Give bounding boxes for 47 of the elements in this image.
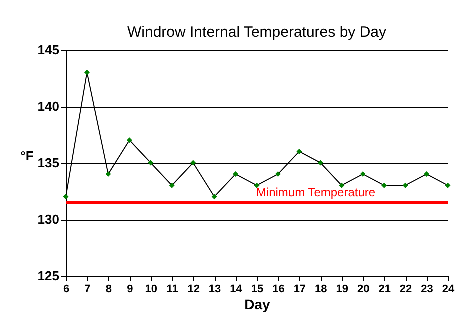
x-tick-label: 7 [84, 284, 91, 296]
x-tick-label: 21 [378, 284, 391, 296]
y-axis-title: °F [20, 148, 34, 164]
x-tick-label: 10 [145, 284, 158, 296]
x-tick-label: 23 [421, 284, 434, 296]
y-tick-label: 130 [38, 212, 60, 227]
point [275, 172, 281, 178]
x-tick-label: 22 [400, 284, 412, 296]
point [254, 182, 260, 188]
chart-title: Windrow Internal Temperatures by Day [128, 24, 387, 41]
x-tick-label: 17 [294, 284, 306, 296]
x-tick-label: 8 [106, 284, 112, 296]
point [445, 182, 451, 188]
x-tick-label: 6 [63, 284, 70, 296]
point [148, 160, 154, 166]
x-tick-label: 14 [230, 284, 244, 296]
x-tick-label: 19 [336, 284, 349, 296]
x-tick-label: 11 [166, 284, 178, 296]
y-tick-label: 125 [38, 268, 60, 284]
y-tick-label: 135 [38, 156, 60, 170]
point [190, 160, 196, 166]
point [63, 194, 69, 200]
point [84, 70, 90, 76]
point [212, 194, 218, 200]
point [106, 172, 112, 178]
x-tick-label: 12 [188, 284, 200, 296]
y-tick-label: 145 [38, 42, 60, 58]
point [360, 172, 366, 178]
point [318, 160, 324, 166]
ref-line-label: Minimum Temperature [256, 186, 376, 200]
point [169, 182, 175, 188]
point [339, 182, 345, 188]
x-tick-label: 24 [442, 284, 456, 296]
x-tick-label: 13 [208, 284, 222, 296]
point [424, 172, 430, 178]
y-tick-label: 140 [38, 99, 60, 114]
point [402, 182, 408, 188]
x-tick-label: 16 [272, 284, 285, 296]
point [233, 172, 239, 178]
point [382, 182, 388, 188]
x-tick-label: 18 [315, 284, 328, 296]
x-tick-label: 9 [127, 284, 134, 296]
point [126, 138, 132, 144]
point [296, 148, 302, 154]
x-tick-label: 15 [251, 284, 264, 296]
x-axis-title: Day [244, 296, 271, 312]
x-tick-label: 20 [357, 284, 370, 296]
